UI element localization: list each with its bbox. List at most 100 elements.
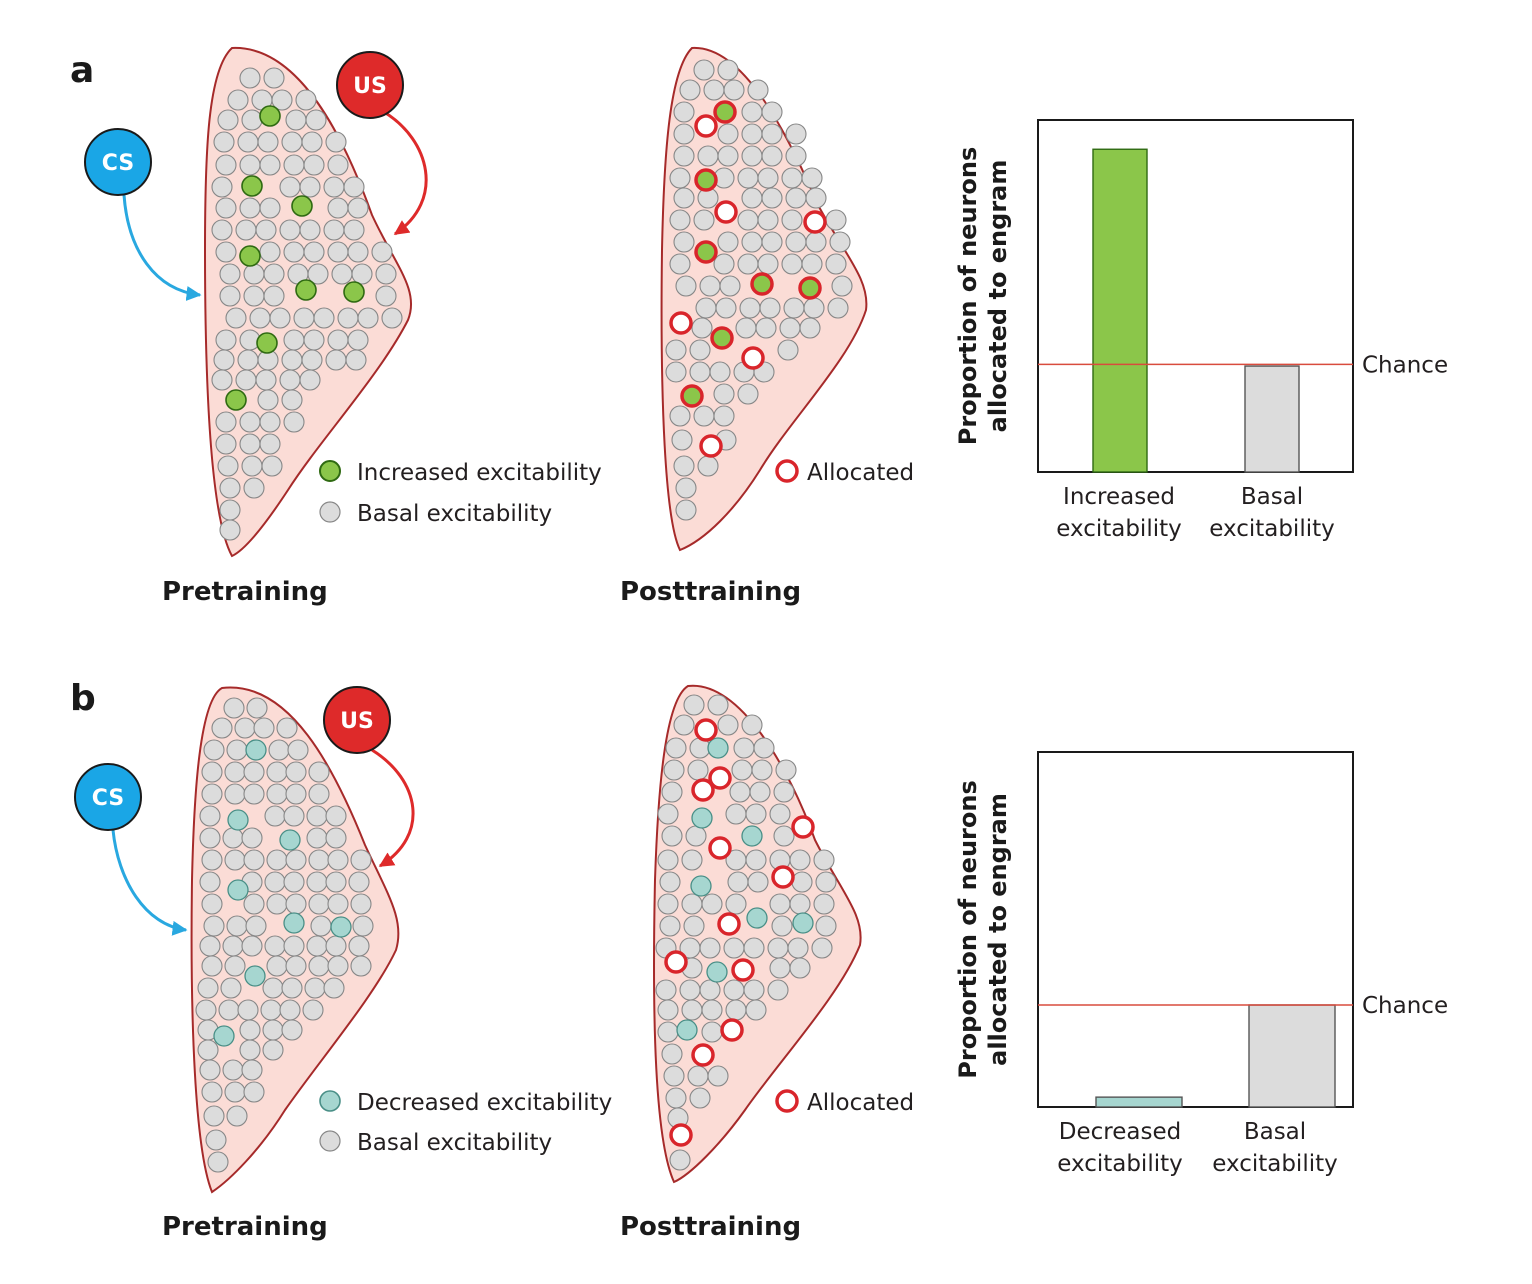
basal-neuron xyxy=(665,339,687,361)
basal-neuron xyxy=(769,957,791,979)
basal-neuron xyxy=(224,761,246,783)
basal-neuron xyxy=(761,101,783,123)
basal-neuron xyxy=(739,297,761,319)
x-tick-label: excitability xyxy=(1209,516,1335,542)
basal-neuron xyxy=(243,893,265,915)
basal-neuron xyxy=(771,915,793,937)
basal-neuron xyxy=(747,871,769,893)
basal-neuron xyxy=(715,297,737,319)
basal-neuron xyxy=(350,893,372,915)
basal-neuron xyxy=(201,955,223,977)
basal-neuron xyxy=(697,455,719,477)
basal-neuron xyxy=(224,1081,246,1103)
basal-neuron xyxy=(281,1019,303,1041)
basal-neuron xyxy=(283,935,305,957)
basal-neuron xyxy=(701,999,723,1021)
basal-neuron xyxy=(747,79,769,101)
basal-neuron xyxy=(259,154,281,176)
basal-neuron xyxy=(303,154,325,176)
basal-neuron xyxy=(235,219,257,241)
basal-neuron xyxy=(665,1087,687,1109)
decreased-excitability-neuron xyxy=(213,1025,235,1047)
basal-neuron xyxy=(717,231,739,253)
basal-neuron xyxy=(673,231,695,253)
basal-neuron xyxy=(253,717,275,739)
basal-neuron xyxy=(303,241,325,263)
basal-neuron xyxy=(285,783,307,805)
basal-neuron xyxy=(381,307,403,329)
basal-neuron xyxy=(325,935,347,957)
x-tick-label: Decreased xyxy=(1059,1119,1181,1145)
legend-basal-label: Basal excitability xyxy=(357,501,552,527)
basal-neuron xyxy=(753,737,775,759)
basal-neuron xyxy=(657,999,679,1021)
basal-neuron xyxy=(306,827,328,849)
basal-neuron xyxy=(215,154,237,176)
basal-neuron xyxy=(197,1039,219,1061)
basal-neuron xyxy=(773,781,795,803)
increased-excitability-neuron xyxy=(241,175,263,197)
basal-neuron xyxy=(213,349,235,371)
basal-neuron xyxy=(761,231,783,253)
increased-excitability-neuron xyxy=(259,105,281,127)
basal-neuron xyxy=(266,761,288,783)
plot-frame xyxy=(1037,119,1354,473)
basal-neuron xyxy=(327,329,349,351)
allocated-swatch xyxy=(775,1089,799,1113)
basal-neuron xyxy=(673,101,695,123)
basal-neuron xyxy=(723,937,745,959)
basal-neuron xyxy=(348,935,370,957)
decreased-excitability-neuron xyxy=(690,875,712,897)
basal-neuron xyxy=(325,827,347,849)
basal-neuron xyxy=(737,383,759,405)
decreased-excitability-neuron xyxy=(746,907,768,929)
basal-neuron xyxy=(213,131,235,153)
us-label: US xyxy=(353,74,387,99)
basal-neuron xyxy=(789,849,811,871)
basal-neuron xyxy=(241,827,263,849)
basal-neuron xyxy=(215,433,237,455)
basal-neuron xyxy=(257,389,279,411)
basal-neuron xyxy=(255,369,277,391)
basal-neuron xyxy=(699,937,721,959)
basal-neuron xyxy=(323,977,345,999)
basal-neuron xyxy=(805,231,827,253)
basal-neuron xyxy=(687,759,709,781)
basal-neuron xyxy=(207,1151,229,1173)
posttraining-caption: Posttraining xyxy=(620,1212,801,1242)
basal-neuron xyxy=(689,339,711,361)
chance-label: Chance xyxy=(1362,993,1448,1019)
basal-neuron xyxy=(737,253,759,275)
basal-neuron xyxy=(323,176,345,198)
increased-excitability-neuron xyxy=(256,332,278,354)
basal-neuron xyxy=(239,433,261,455)
basal-neuron xyxy=(725,893,747,915)
basal-neuron xyxy=(675,275,697,297)
cell-grid xyxy=(195,697,374,1173)
basal-neuron xyxy=(801,167,823,189)
basal-neuron xyxy=(308,955,330,977)
basal-neuron xyxy=(343,219,365,241)
basal-neuron xyxy=(279,176,301,198)
basal-excitability-swatch xyxy=(319,1130,341,1152)
basal-neuron xyxy=(785,187,807,209)
basal-neuron xyxy=(285,761,307,783)
basal-neuron xyxy=(661,825,683,847)
basal-neuron xyxy=(203,915,225,937)
basal-neuron xyxy=(691,317,713,339)
allocated-neuron xyxy=(791,815,815,839)
us-bubble xyxy=(323,686,391,754)
us-label: US xyxy=(340,709,374,734)
basal-neuron xyxy=(243,783,265,805)
basal-neuron xyxy=(737,209,759,231)
basal-neuron xyxy=(741,187,763,209)
allocated-neuron xyxy=(669,311,693,335)
basal-neuron xyxy=(304,977,326,999)
basal-neuron xyxy=(725,803,747,825)
basal-neuron xyxy=(261,455,283,477)
pretraining-caption: Pretraining xyxy=(162,577,328,607)
basal-neuron xyxy=(741,145,763,167)
basal-neuron xyxy=(262,1039,284,1061)
basal-neuron xyxy=(348,871,370,893)
us-arrow xyxy=(371,748,415,868)
